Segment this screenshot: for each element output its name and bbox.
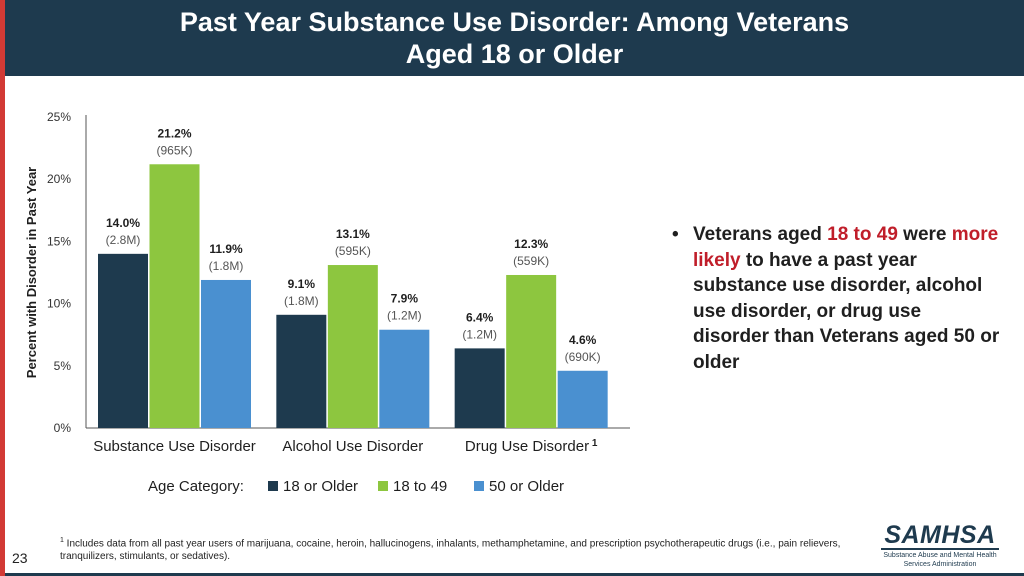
bar-1-1	[327, 265, 378, 428]
bar-value-label: 11.9%	[209, 242, 243, 256]
bar-count-label: (1.2M)	[387, 309, 422, 323]
legend-swatch	[378, 481, 388, 491]
y-tick-label: 15%	[47, 234, 71, 248]
bullet-marker: •	[672, 224, 679, 245]
bar-value-label: 14.0%	[106, 216, 140, 230]
x-category-label: Alcohol Use Disorder	[282, 438, 423, 455]
y-axis-title: Percent with Disorder in Past Year	[24, 167, 39, 378]
page-number: 23	[12, 550, 28, 566]
bar-count-label: (2.8M)	[106, 233, 141, 247]
bar-count-label: (559K)	[513, 254, 549, 268]
finding-highlight-age: 18 to 49	[827, 224, 898, 245]
legend-swatch	[268, 481, 278, 491]
x-category-label: Substance Use Disorder	[93, 438, 256, 455]
legend-label: 18 to 49	[393, 478, 447, 495]
bar-count-label: (690K)	[565, 350, 601, 364]
category-footnote-marker: 1	[589, 438, 598, 449]
bar-2-1	[506, 274, 557, 428]
bar-count-label: (1.8M)	[209, 259, 244, 273]
footnote: 1 Includes data from all past year users…	[60, 534, 850, 563]
bar-value-label: 9.1%	[288, 277, 316, 291]
finding-highlight-likely: more likely	[693, 224, 999, 271]
finding-text-part1: Veterans aged	[693, 224, 828, 245]
y-tick-label: 20%	[47, 172, 71, 186]
slide-title-line2: Aged 18 or Older	[405, 39, 624, 69]
bar-0-0	[98, 253, 148, 428]
legend-title: Age Category:	[148, 478, 244, 495]
y-tick-label: 5%	[54, 359, 72, 373]
bar-1-0	[276, 314, 327, 428]
finding-text-part3: to have a past year substance use disord…	[693, 249, 1000, 373]
y-tick-label: 10%	[47, 297, 71, 311]
bar-value-label: 6.4%	[466, 310, 494, 324]
bar-count-label: (1.2M)	[462, 327, 497, 341]
bar-count-label: (965K)	[156, 143, 192, 157]
finding-text-part2: were	[897, 224, 952, 245]
y-tick-label: 25%	[47, 110, 71, 124]
bar-value-label: 12.3%	[514, 237, 548, 251]
bar-value-label: 4.6%	[569, 333, 597, 347]
bar-chart: 0% 5% 10% 15% 20% 25% Percent with Disorder in…	[24, 110, 630, 495]
x-category-label: Drug Use Disorder 1	[465, 438, 598, 455]
left-accent-bar	[0, 0, 5, 576]
bar-value-label: 7.9%	[391, 292, 419, 306]
samhsa-logo: SAMHSA Substance Abuse and Mental Health…	[880, 522, 1000, 569]
legend-label: 18 or Older	[283, 478, 358, 495]
footnote-text: Includes data from all past year users o…	[60, 538, 841, 563]
key-finding-text: Veterans aged 18 to 49 were more likely …	[693, 222, 1002, 375]
bar-count-label: (1.8M)	[284, 294, 319, 308]
logo-subtitle: Substance Abuse and Mental Health Servic…	[883, 552, 997, 568]
bar-2-2	[557, 370, 608, 428]
key-finding-bullet: • Veterans aged 18 to 49 were more likel…	[672, 222, 1002, 375]
bottom-rule	[5, 573, 1024, 576]
slide-header: Past Year Substance Use Disorder: Among …	[5, 0, 1024, 76]
bar-2-0	[454, 348, 505, 428]
bar-0-1	[149, 164, 200, 428]
footnote-marker: 1	[60, 537, 64, 544]
y-tick-label: 0%	[54, 421, 72, 435]
bar-value-label: 21.2%	[157, 126, 191, 140]
slide-title-line1: Past Year Substance Use Disorder: Among …	[179, 7, 850, 37]
bar-count-label: (595K)	[335, 244, 371, 258]
legend-label: 50 or Older	[489, 478, 564, 495]
bar-1-2	[379, 329, 430, 428]
legend-swatch	[474, 481, 484, 491]
bar-0-2	[201, 279, 251, 428]
logo-wordmark: SAMHSA	[881, 522, 999, 550]
bar-value-label: 13.1%	[336, 227, 370, 241]
